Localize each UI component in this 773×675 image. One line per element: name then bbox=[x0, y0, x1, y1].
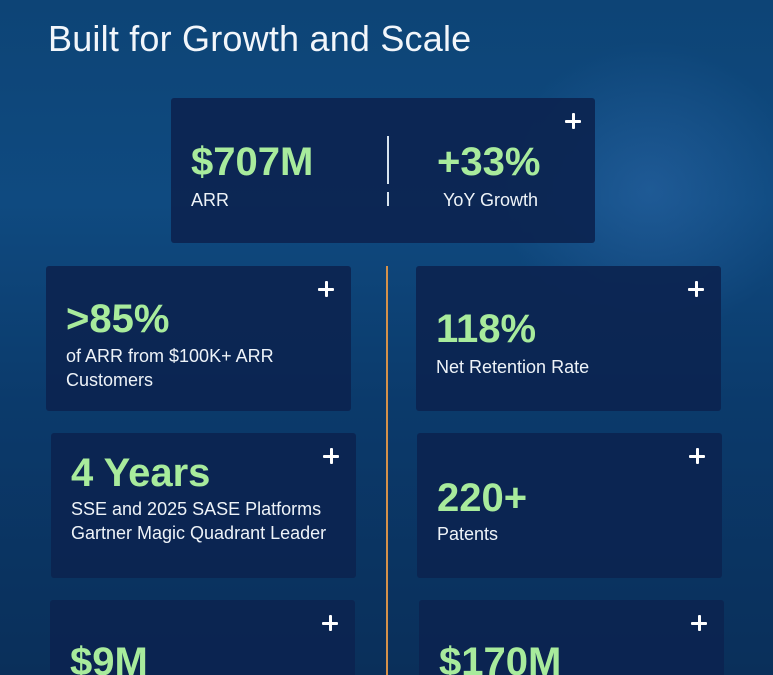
metric-value: 118% bbox=[436, 307, 537, 351]
metric-label: Patents bbox=[437, 524, 499, 544]
metric-value: 4 Years bbox=[71, 451, 211, 495]
metric-card-arr-growth: $707M ARR +33% YoY Growth bbox=[171, 98, 595, 243]
metric-label-arr: ARR bbox=[191, 190, 230, 210]
metric-card-row3-right: $170M bbox=[419, 600, 724, 675]
metric-card-arr-share: >85% of ARR from $100K+ ARR Customers bbox=[46, 266, 351, 411]
plus-icon[interactable] bbox=[691, 615, 707, 631]
plus-icon[interactable] bbox=[565, 113, 581, 129]
metric-label-yoy: YoY Growth bbox=[443, 190, 539, 210]
metric-value: >85% bbox=[66, 297, 170, 341]
metric-value: 220+ bbox=[437, 476, 528, 520]
metric-card-row3-left: $9M bbox=[50, 600, 355, 675]
metric-divider bbox=[387, 136, 389, 184]
metric-divider-small bbox=[387, 192, 389, 206]
metric-card-net-retention: 118% Net Retention Rate bbox=[416, 266, 721, 411]
plus-icon[interactable] bbox=[323, 448, 339, 464]
plus-icon[interactable] bbox=[322, 615, 338, 631]
page-title: Built for Growth and Scale bbox=[48, 18, 472, 59]
metric-value: $9M bbox=[70, 640, 148, 675]
metric-label: Net Retention Rate bbox=[436, 357, 590, 377]
center-divider-line bbox=[386, 266, 388, 675]
metric-label: SSE and 2025 SASE Platforms Gartner Magi… bbox=[71, 499, 327, 543]
metric-card-gartner: 4 Years SSE and 2025 SASE Platforms Gart… bbox=[51, 433, 356, 578]
metric-card-patents: 220+ Patents bbox=[417, 433, 722, 578]
plus-icon[interactable] bbox=[689, 448, 705, 464]
metric-value-yoy: +33% bbox=[437, 140, 541, 184]
metric-label: of ARR from $100K+ ARR Customers bbox=[66, 346, 274, 390]
metric-value-arr: $707M bbox=[191, 140, 314, 184]
plus-icon[interactable] bbox=[688, 281, 704, 297]
plus-icon[interactable] bbox=[318, 281, 334, 297]
metric-value: $170M bbox=[439, 640, 562, 675]
